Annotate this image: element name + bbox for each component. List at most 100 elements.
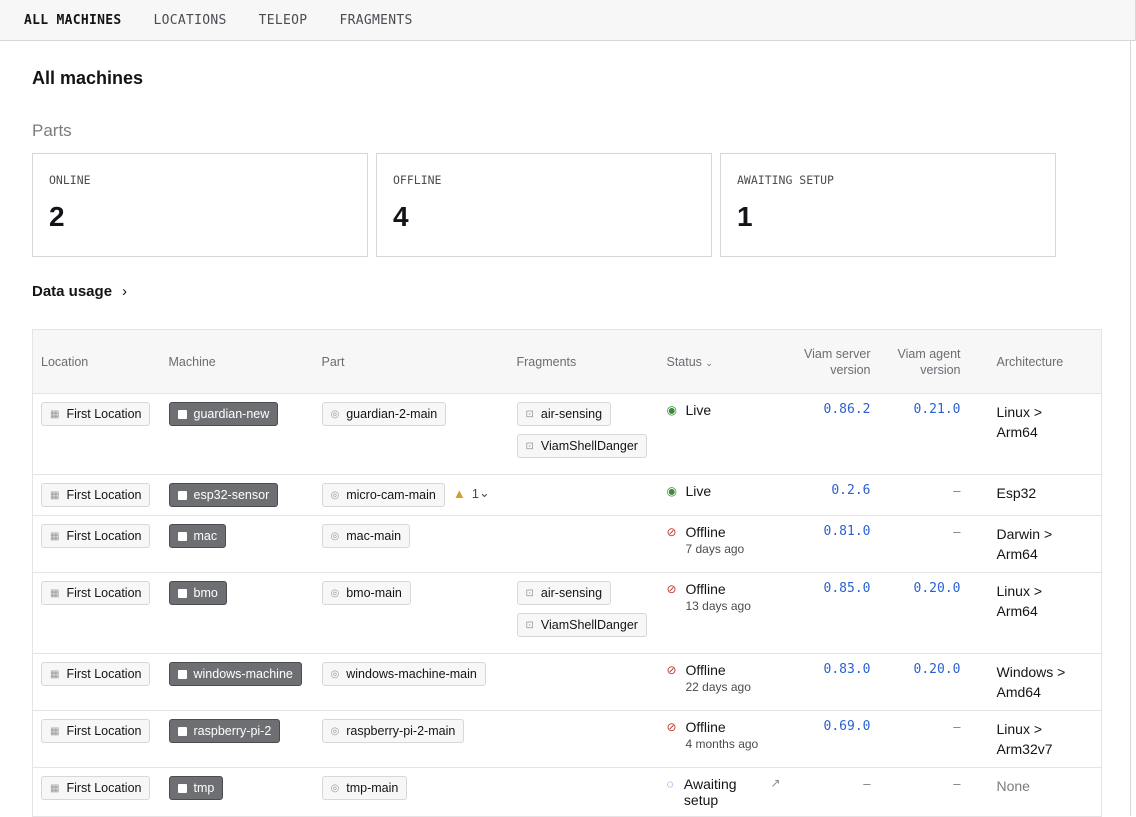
offline-signal-icon: ⊘: [666, 663, 677, 677]
offline-signal-icon: ⊘: [666, 582, 677, 596]
machine-chip[interactable]: raspberry-pi-2: [168, 719, 281, 743]
fragment-icon: ⊡: [525, 619, 534, 631]
status: ⊘ Offline 22 days ago: [667, 662, 781, 694]
agent-version[interactable]: 0.20.0: [913, 662, 961, 677]
location-chip[interactable]: ▦ First Location: [41, 483, 151, 507]
content-border: [1130, 41, 1131, 816]
server-version[interactable]: 0.69.0: [823, 719, 871, 734]
location-name: First Location: [66, 667, 142, 681]
location-chip[interactable]: ▦ First Location: [41, 524, 151, 548]
machine-name: raspberry-pi-2: [193, 724, 272, 738]
location-name: First Location: [66, 586, 142, 600]
machine-chip[interactable]: windows-machine: [168, 662, 302, 686]
machine-chip[interactable]: guardian-new: [168, 402, 279, 426]
fragment-name: air-sensing: [540, 407, 603, 421]
external-link-icon[interactable]: ↗: [770, 776, 781, 790]
part-cell: ◎ guardian-2-main: [313, 393, 509, 475]
fragment-name: air-sensing: [540, 586, 603, 600]
part-cell: ◎ mac-main: [313, 515, 509, 573]
building-icon: ▦: [50, 530, 60, 542]
fragment-chip[interactable]: ⊡ air-sensing: [516, 581, 612, 605]
status-label: Live: [685, 483, 712, 499]
part-chip[interactable]: ◎ guardian-2-main: [321, 402, 447, 426]
tab-locations[interactable]: LOCATIONS: [153, 12, 227, 28]
data-usage-label: Data usage: [32, 283, 113, 300]
status: ⊘ Offline 4 months ago: [667, 719, 781, 751]
part-chip[interactable]: ◎ micro-cam-main: [321, 483, 445, 507]
location-cell: ▦ First Location: [32, 767, 161, 817]
fragment-chip[interactable]: ⊡ air-sensing: [516, 402, 612, 426]
machine-icon: [177, 490, 187, 500]
table-row: ▦ First Location bmo ◎ bmo-main ⊡ air-sensing ⊡…: [32, 572, 1102, 654]
location-chip[interactable]: ▦ First Location: [41, 402, 151, 426]
location-chip[interactable]: ▦ First Location: [41, 719, 151, 743]
header-status[interactable]: Status ⌄: [659, 330, 789, 394]
machine-chip[interactable]: tmp: [168, 776, 224, 800]
status-last-seen: 7 days ago: [685, 542, 745, 556]
offline-signal-icon: ⊘: [666, 720, 677, 734]
table-row: ▦ First Location windows-machine ◎ windows-m…: [32, 653, 1102, 711]
tab-teleop[interactable]: TELEOP: [258, 12, 308, 28]
tab-fragments[interactable]: FRAGMENTS: [339, 12, 413, 28]
agent-version[interactable]: 0.21.0: [913, 402, 961, 417]
fragment-icon: ⊡: [525, 587, 534, 599]
fragment-chip[interactable]: ⊡ ViamShellDanger: [516, 434, 647, 458]
server-version-cell: 0.86.2: [788, 393, 879, 475]
fragments-cell: [508, 767, 659, 817]
agent-version-cell: –: [878, 474, 969, 516]
building-icon: ▦: [50, 587, 60, 599]
warning-badge[interactable]: ▲ 1 ⌄: [453, 485, 490, 501]
fragment-chip[interactable]: ⊡ ViamShellDanger: [516, 613, 647, 637]
part-name: raspberry-pi-2-main: [346, 724, 456, 738]
machine-chip[interactable]: mac: [168, 524, 227, 548]
machine-chip[interactable]: esp32-sensor: [168, 483, 279, 507]
location-chip[interactable]: ▦ First Location: [41, 662, 151, 686]
architecture-line: Linux >: [996, 721, 1043, 737]
tab-all-machines[interactable]: ALL MACHINES: [24, 12, 122, 28]
data-usage-link[interactable]: Data usage ›: [32, 283, 127, 300]
machine-chip[interactable]: bmo: [168, 581, 227, 605]
server-version[interactable]: 0.81.0: [823, 524, 871, 539]
part-chip[interactable]: ◎ mac-main: [321, 524, 411, 548]
status-cell: ◉ Live: [658, 393, 789, 475]
part-name: mac-main: [346, 529, 402, 543]
table-row: ▦ First Location mac ◎ mac-main ⊘ Offline 7 day…: [32, 515, 1102, 573]
part-chip[interactable]: ◎ raspberry-pi-2-main: [321, 719, 465, 743]
fragments-cell: [508, 653, 659, 711]
table-row: ▦ First Location tmp ◎ tmp-main ◌ Awaiting set…: [32, 767, 1102, 817]
location-chip[interactable]: ▦ First Location: [41, 776, 151, 800]
header-fragments: Fragments: [516, 354, 577, 369]
server-version[interactable]: 0.83.0: [823, 662, 871, 677]
location-cell: ▦ First Location: [32, 653, 161, 711]
status: ◉ Live: [667, 483, 781, 499]
machine-icon: [177, 783, 187, 793]
server-version[interactable]: 0.2.6: [831, 483, 871, 498]
awaiting-setup-icon: ◌: [666, 777, 674, 791]
live-signal-icon: ◉: [666, 484, 677, 498]
agent-version: –: [953, 483, 961, 498]
part-chip[interactable]: ◎ bmo-main: [321, 581, 411, 605]
status-last-seen: 13 days ago: [685, 599, 751, 613]
warning-icon: ▲: [452, 485, 466, 501]
agent-version: –: [953, 524, 961, 539]
status: ◌ Awaiting setup ↗: [667, 776, 781, 808]
server-version[interactable]: 0.85.0: [823, 581, 871, 596]
architecture-line: Esp32: [996, 485, 1037, 501]
status: ⊘ Offline 7 days ago: [667, 524, 781, 556]
location-chip[interactable]: ▦ First Location: [41, 581, 151, 605]
chevron-right-icon: ›: [122, 283, 128, 300]
part-chip[interactable]: ◎ windows-machine-main: [321, 662, 486, 686]
server-version[interactable]: 0.86.2: [823, 402, 871, 417]
offline-card: OFFLINE 4: [376, 153, 712, 257]
machine-name: tmp: [193, 781, 215, 795]
architecture-line: Darwin >: [996, 526, 1053, 542]
part-chip[interactable]: ◎ tmp-main: [321, 776, 408, 800]
warning-count: 1: [471, 485, 479, 501]
fragments-cell: ⊡ air-sensing ⊡ ViamShellDanger: [508, 572, 659, 654]
part-cell: ◎ raspberry-pi-2-main: [313, 710, 509, 768]
status-label: Offline: [685, 719, 726, 735]
machine-cell: mac: [160, 515, 314, 573]
agent-version[interactable]: 0.20.0: [913, 581, 961, 596]
fragments-cell: [508, 474, 659, 516]
machine-cell: guardian-new: [160, 393, 314, 475]
